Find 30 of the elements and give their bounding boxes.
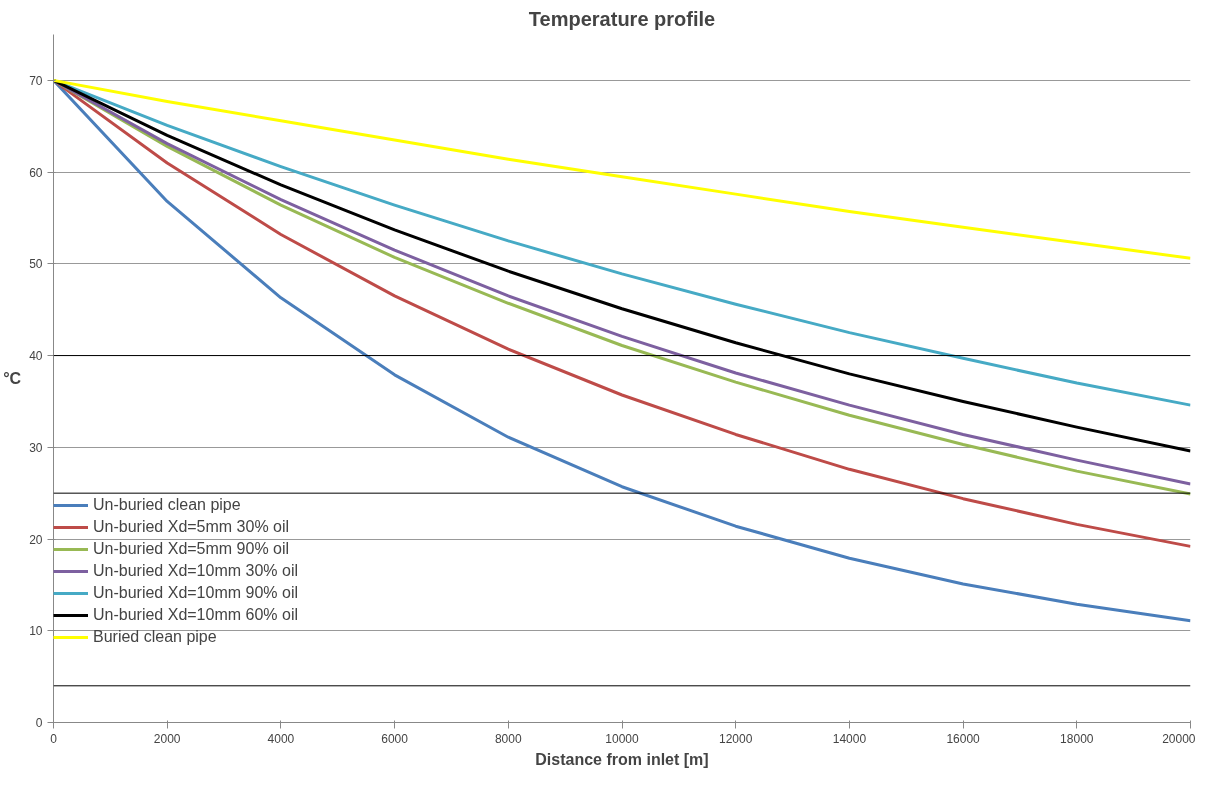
x-tick-label: 8000 <box>494 731 522 746</box>
y-tick-label: 30 <box>29 440 43 455</box>
legend-label: Un-buried Xd=10mm 30% oil <box>93 562 298 580</box>
x-tick-label: 6000 <box>381 731 409 746</box>
y-tick-label: 40 <box>29 349 43 364</box>
x-tick-label: 10000 <box>605 731 640 746</box>
legend-label: Un-buried Xd=10mm 60% oil <box>93 606 298 624</box>
legend-label: Un-buried Xd=5mm 90% oil <box>93 540 290 558</box>
y-tick-label: 10 <box>29 624 43 639</box>
chart-title: Temperature profile <box>528 7 716 30</box>
y-axis-title: °C <box>3 370 22 387</box>
y-tick-label: 20 <box>29 532 43 547</box>
legend-label: Un-buried Xd=5mm 30% oil <box>93 518 290 536</box>
line-series <box>53 78 1191 260</box>
x-tick-label: 20000 <box>1162 731 1196 746</box>
x-tick-label: 12000 <box>719 731 753 746</box>
x-tick-label: 16000 <box>946 731 981 746</box>
y-tick-label: 60 <box>29 165 43 180</box>
y-tick-label: 0 <box>35 716 43 730</box>
x-tick-label: 18000 <box>1060 731 1094 746</box>
x-tick-label: 4000 <box>267 731 295 746</box>
x-tick-label: 0 <box>50 731 58 746</box>
legend-label: Un-buried Xd=10mm 90% oil <box>93 584 298 602</box>
x-tick-label: 14000 <box>832 731 867 746</box>
legend-label: Buried clean pipe <box>93 628 217 646</box>
x-axis-title: Distance from inlet [m] <box>535 750 709 768</box>
x-tick-label: 2000 <box>153 731 181 746</box>
legend-label: Un-buried clean pipe <box>93 496 241 514</box>
y-tick-label: 50 <box>29 257 43 272</box>
y-tick-label: 70 <box>29 73 43 88</box>
